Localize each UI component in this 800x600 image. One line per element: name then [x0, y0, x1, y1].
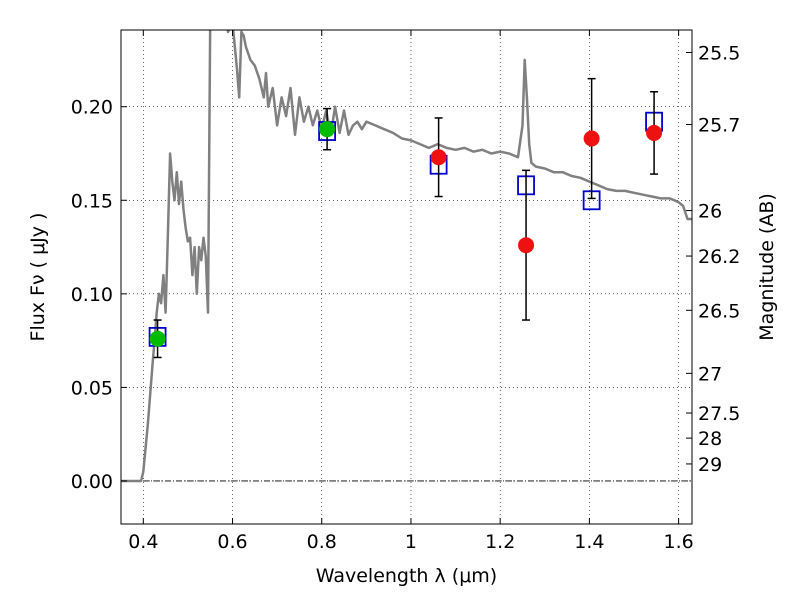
- detection-marker: [646, 124, 663, 141]
- right-tick-label: 26: [698, 201, 722, 223]
- detection-marker: [430, 149, 447, 166]
- detection-marker: [319, 121, 336, 138]
- x-tick-label: 1.4: [574, 531, 604, 553]
- x-tick-label: 0.4: [128, 531, 158, 553]
- y-tick-label: 0.10: [71, 284, 113, 306]
- y-axis-left: 0.00 0.05 0.10 0.15 0.20: [71, 97, 127, 493]
- y-tick-label: 0.20: [71, 97, 113, 119]
- right-tick-label: 25.7: [698, 114, 740, 136]
- right-tick-label: 28: [698, 428, 722, 450]
- right-tick-label: 26.5: [698, 300, 740, 322]
- grid-lines: [121, 30, 692, 524]
- model-spectrum-layer: [121, 30, 692, 483]
- plot-frame: [120, 29, 693, 525]
- model-spectrum-line: [121, 30, 692, 483]
- right-tick-label: 29: [698, 454, 722, 476]
- detection-marker: [149, 330, 166, 347]
- x-tick-label: 1.2: [485, 531, 515, 553]
- x-tick-label: 1.6: [664, 531, 694, 553]
- right-tick-label: 27: [698, 363, 722, 385]
- right-tick-label: 25.5: [698, 42, 740, 64]
- y-axis-right: 25.5 25.7 26 26.2 26.5 27 27.5 28 29: [686, 42, 740, 476]
- x-tick-label: 1: [405, 531, 417, 553]
- right-tick-label: 26.2: [698, 246, 740, 268]
- y-tick-label: 0.00: [71, 471, 113, 493]
- right-tick-label: 27.5: [698, 403, 740, 425]
- x-axis-label: Wavelength λ (μm): [316, 565, 497, 587]
- data-points-layer: [148, 77, 663, 359]
- x-tick-label: 0.8: [307, 531, 337, 553]
- y-axis-right-label: Magnitude (AB): [756, 193, 778, 341]
- x-tick-label: 0.6: [217, 531, 247, 553]
- y-tick-label: 0.15: [71, 190, 113, 212]
- x-axis: 0.4 0.6 0.8 1 1.2 1.4 1.6: [128, 30, 694, 553]
- detection-marker: [518, 237, 535, 254]
- y-tick-label: 0.05: [71, 377, 113, 399]
- y-axis-label: Flux Fν ( μJy ): [27, 213, 49, 342]
- detection-marker: [583, 130, 600, 147]
